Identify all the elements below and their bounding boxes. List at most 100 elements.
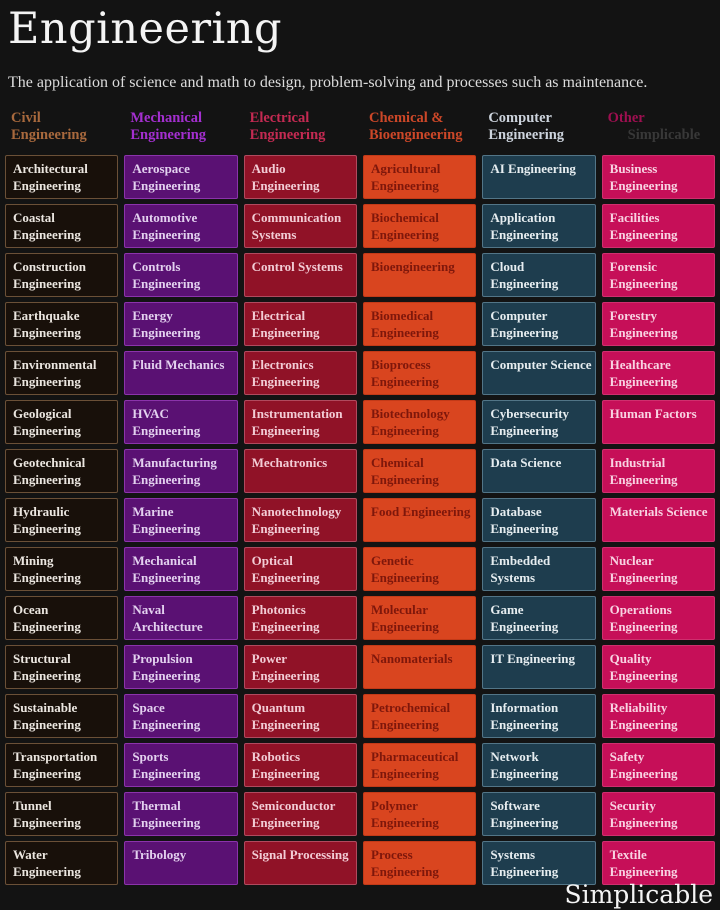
category-cell: Earthquake Engineering: [5, 302, 119, 346]
category-cell: Healthcare Engineering: [601, 351, 715, 395]
category-cell: Geotechnical Engineering: [5, 449, 119, 493]
category-cell: Manufacturing Engineering: [124, 449, 238, 493]
category-cell: Semiconductor Engineering: [243, 792, 357, 836]
category-cell: Petrochemical Engineering: [363, 694, 477, 738]
category-cell: Electrical Engineering: [243, 302, 357, 346]
category-cell: Security Engineering: [601, 792, 715, 836]
category-cell: Safety Engineering: [601, 743, 715, 787]
category-cell: Instrumentation Engineering: [243, 400, 357, 444]
category-cell: Energy Engineering: [124, 302, 238, 346]
category-cell: Reliability Engineering: [601, 694, 715, 738]
category-cell: Mining Engineering: [5, 547, 119, 591]
category-cell: Construction Engineering: [5, 253, 119, 297]
category-cell: Mechanical Engineering: [124, 547, 238, 591]
category-cell: Photonics Engineering: [243, 596, 357, 640]
column-header-mechanical: Mechanical Engineering: [124, 108, 237, 150]
category-cell: Molecular Engineering: [363, 596, 477, 640]
category-cell: Robotics Engineering: [243, 743, 357, 787]
category-cell: Systems Engineering: [482, 841, 596, 885]
category-cell: Biomedical Engineering: [363, 302, 477, 346]
column-header-chemical-bio: Chemical & Bioengineering: [363, 108, 476, 150]
category-cell: Architectural Engineering: [5, 155, 119, 199]
category-cell: Database Engineering: [482, 498, 596, 542]
category-cell: Power Engineering: [243, 645, 357, 689]
column-header-electrical: Electrical Engineering: [244, 108, 357, 150]
category-cell: Forestry Engineering: [601, 302, 715, 346]
category-cell: Tribology: [124, 841, 238, 885]
column-header-computer: Computer Engineering: [482, 108, 595, 150]
category-cell: Software Engineering: [482, 792, 596, 836]
category-cell: Naval Architecture: [124, 596, 238, 640]
category-cell: HVAC Engineering: [124, 400, 238, 444]
category-cell: Cloud Engineering: [482, 253, 596, 297]
column-header-label: Electrical Engineering: [249, 110, 326, 143]
category-cell: Application Engineering: [482, 204, 596, 248]
category-cell: Automotive Engineering: [124, 204, 238, 248]
category-cell: Transportation Engineering: [5, 743, 119, 787]
column-header-civil: Civil Engineering: [5, 108, 118, 150]
category-cell: Information Engineering: [482, 694, 596, 738]
category-cell: Sports Engineering: [124, 743, 238, 787]
category-cell: Embedded Systems: [482, 547, 596, 591]
column-header-other: Other Simplicable: [602, 108, 715, 150]
category-cell: Bioprocess Engineering: [363, 351, 477, 395]
category-cell: Propulsion Engineering: [124, 645, 238, 689]
category-cell: Agricultural Engineering: [363, 155, 477, 199]
category-cell: Cybersecurity Engineering: [482, 400, 596, 444]
category-cell: Biotechnology Engineering: [363, 400, 477, 444]
category-cell: Process Engineering: [363, 841, 477, 885]
category-cell: Environmental Engineering: [5, 351, 119, 395]
category-cell: Computer Science: [482, 351, 596, 395]
column-header-label: Computer Engineering: [488, 110, 565, 143]
category-cell: Aerospace Engineering: [124, 155, 238, 199]
category-cell: Textile Engineering: [601, 841, 715, 885]
category-cell: Nanotechnology Engineering: [243, 498, 357, 542]
category-cell: Structural Engineering: [5, 645, 119, 689]
category-cell: Water Engineering: [5, 841, 119, 885]
category-cell: Business Engineering: [601, 155, 715, 199]
category-cell: Data Science: [482, 449, 596, 493]
column-header-label: Mechanical Engineering: [130, 110, 207, 143]
category-cell: Space Engineering: [124, 694, 238, 738]
category-grid: Civil Engineering Architectural Engineeri…: [5, 108, 715, 885]
category-cell: Sustainable Engineering: [5, 694, 119, 738]
category-cell: Chemical Engineering: [363, 449, 477, 493]
category-cell: Bioengineering: [363, 253, 477, 297]
category-cell: Tunnel Engineering: [5, 792, 119, 836]
category-cell: Food Engineering: [363, 498, 477, 542]
category-cell: Facilities Engineering: [601, 204, 715, 248]
category-cell: Ocean Engineering: [5, 596, 119, 640]
category-cell: Geological Engineering: [5, 400, 119, 444]
category-cell: Quantum Engineering: [243, 694, 357, 738]
category-cell: Electronics Engineering: [243, 351, 357, 395]
brand-logo: Simplicable: [564, 880, 713, 909]
category-cell: Optical Engineering: [243, 547, 357, 591]
category-cell: Industrial Engineering: [601, 449, 715, 493]
category-cell: Audio Engineering: [243, 155, 357, 199]
category-cell: Biochemical Engineering: [363, 204, 477, 248]
category-cell: Forensic Engineering: [601, 253, 715, 297]
category-cell: Network Engineering: [482, 743, 596, 787]
category-cell: Marine Engineering: [124, 498, 238, 542]
column-header-label: Chemical & Bioengineering: [369, 110, 463, 143]
category-cell: Control Systems: [243, 253, 357, 297]
category-cell: IT Engineering: [482, 645, 596, 689]
category-cell: AI Engineering: [482, 155, 596, 199]
category-cell: Communication Systems: [243, 204, 357, 248]
column-header-label: Other: [607, 110, 645, 126]
category-cell: Human Factors: [601, 400, 715, 444]
category-cell: Controls Engineering: [124, 253, 238, 297]
category-cell: Polymer Engineering: [363, 792, 477, 836]
category-cell: Pharmaceutical Engineering: [363, 743, 477, 787]
category-cell: Nanomaterials: [363, 645, 477, 689]
category-cell: Computer Engineering: [482, 302, 596, 346]
category-cell: Mechatronics: [243, 449, 357, 493]
category-cell: Materials Science: [601, 498, 715, 542]
category-cell: Operations Engineering: [601, 596, 715, 640]
category-cell: Game Engineering: [482, 596, 596, 640]
category-cell: Fluid Mechanics: [124, 351, 238, 395]
page-subtitle: The application of science and math to d…: [8, 74, 648, 91]
category-cell: Thermal Engineering: [124, 792, 238, 836]
category-cell: Coastal Engineering: [5, 204, 119, 248]
category-cell: Quality Engineering: [601, 645, 715, 689]
